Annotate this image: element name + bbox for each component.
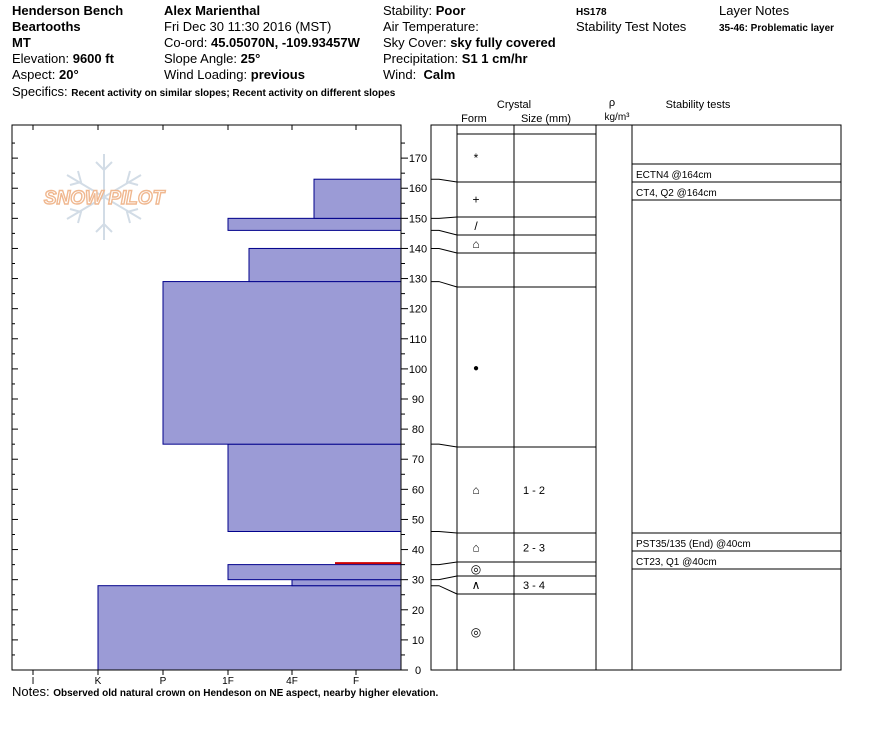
observer-name: Alex Marienthal [164, 3, 261, 18]
y-tick-label: 30 [412, 575, 424, 587]
y-tick-label: 50 [412, 514, 424, 526]
location-name: Henderson Bench [12, 3, 124, 18]
form-header: Form [461, 113, 487, 125]
strata-connector [431, 575, 458, 581]
y-tick-label: 40 [412, 545, 424, 557]
air-temperature: Air Temperature: [383, 19, 479, 34]
slope-angle: Slope Angle: 25° [164, 51, 261, 66]
hardness-bar-1 [291, 579, 402, 587]
x-tick-label: P [160, 676, 167, 687]
stability-test-notes-title: Stability Test Notes [576, 19, 687, 34]
hardness-bar-9 [313, 178, 402, 219]
strata-connector [431, 585, 458, 595]
grain-form-2: / [474, 219, 478, 233]
grain-size-9: 3 - 4 [523, 580, 545, 592]
y-tick-label: 150 [409, 213, 427, 225]
snowflake-icon [66, 154, 142, 240]
aspect: Aspect: 20° [12, 67, 79, 82]
hardness-bar-8 [227, 217, 402, 231]
strata-table-border [430, 124, 842, 671]
strata-connector [431, 247, 458, 254]
y-tick-label: 90 [412, 394, 424, 406]
strata-connector [431, 561, 458, 566]
y-tick-label: 60 [412, 484, 424, 496]
strata-connector [431, 216, 458, 219]
density-symbol-header: ρ [609, 97, 615, 109]
layer-note: 35-46: Problematic layer [719, 23, 835, 34]
plot-border [11, 124, 402, 671]
y-tick-label: 70 [412, 454, 424, 466]
y-tick-label: 110 [409, 334, 427, 346]
layer-notes-title: Layer Notes [719, 3, 790, 18]
y-tick-label: 20 [412, 605, 424, 617]
specifics: Specifics: Recent activity on similar sl… [12, 84, 396, 99]
grain-form-1: + [472, 193, 479, 207]
grain-form-8: ◎ [471, 562, 481, 576]
y-tick-label: 170 [409, 153, 427, 165]
stability-rating: Stability: Poor [383, 3, 466, 18]
x-tick-label: 1F [222, 676, 234, 687]
x-tick-label: F [353, 676, 359, 687]
stability-test-3: CT23, Q1 @40cm [636, 557, 717, 568]
observation-datetime: Fri Dec 30 11:30 2016 (MST) [164, 19, 332, 34]
grain-size-7: 2 - 3 [523, 543, 545, 555]
grain-form-5: ● [473, 363, 479, 374]
profile-frame [11, 124, 402, 671]
snowpilot-watermark: SNOW PILOT [43, 154, 166, 240]
hardness-bar-2 [227, 564, 402, 581]
wind-loading: Wind Loading: previous [164, 67, 305, 82]
precipitation: Precipitation: S1 1 cm/hr [383, 51, 528, 66]
stability-test-1: CT4, Q2 @164cm [636, 188, 717, 199]
x-tick-label: K [95, 676, 102, 687]
x-tick-label: 4F [286, 676, 298, 687]
hardness-bar-0 [97, 585, 402, 671]
grain-form-3: ⌂ [472, 237, 479, 251]
stability-test-2: PST35/135 (End) @40cm [636, 539, 751, 550]
y-tick-label: 10 [412, 635, 424, 647]
strata-connector [431, 530, 458, 534]
grain-form-6: ⌂ [472, 483, 479, 497]
mountain-range: Beartooths [12, 19, 81, 34]
stability-test-0: ECTN4 @164cm [636, 170, 712, 181]
y-tick-label: 160 [409, 183, 427, 195]
grain-size-6: 1 - 2 [523, 485, 545, 497]
grain-form-0: * [474, 151, 479, 165]
grain-form-10: ◎ [471, 625, 481, 639]
sky-cover: Sky Cover: sky fully covered [383, 35, 556, 50]
watermark-text: SNOW PILOT [44, 188, 166, 209]
grain-form-9: ∧ [472, 578, 481, 592]
x-tick-label: I [32, 676, 35, 687]
stability-tests-header: Stability tests [666, 99, 731, 111]
size-header: Size (mm) [521, 113, 571, 125]
y-tick-label: 120 [409, 304, 427, 316]
strata-connector [431, 281, 458, 288]
strata-connector [431, 178, 458, 183]
crystal-header: Crystal [497, 99, 531, 111]
hardness-bar-6 [248, 247, 402, 283]
strata-connector [431, 229, 458, 236]
y-tick-label: 0 [415, 665, 421, 677]
y-tick-label: 140 [409, 243, 427, 255]
y-tick-label: 130 [409, 274, 427, 286]
coordinates: Co-ord: 45.05070N, -109.93457W [164, 35, 360, 50]
state: MT [12, 35, 31, 50]
strata-connector [431, 443, 458, 448]
elevation: Elevation: 9600 ft [12, 51, 114, 66]
y-tick-label: 100 [409, 364, 427, 376]
grain-form-7: ⌂ [472, 541, 479, 555]
wind: Wind: Calm [383, 67, 456, 82]
hardness-bar-4 [227, 443, 402, 532]
pit-id: HS178 [576, 7, 607, 18]
hardness-bar-5 [162, 281, 402, 445]
density-unit-header: kg/m³ [605, 112, 631, 123]
notes: Notes: Observed old natural crown on Hen… [12, 684, 439, 699]
y-tick-label: 80 [412, 424, 424, 436]
